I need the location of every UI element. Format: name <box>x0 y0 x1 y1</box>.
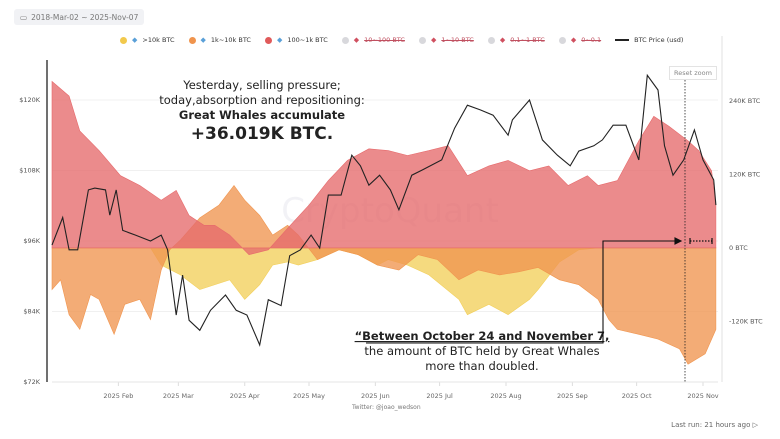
legend-item[interactable]: ◆ 1~10 BTC <box>418 36 474 44</box>
x-tick-label: 2025 Mar <box>163 392 194 400</box>
y-right-tick-label: 0 BTC <box>729 244 748 252</box>
x-tick-label: 2025 Jun <box>361 392 390 400</box>
headline-line-1: Yesterday, selling pressure; <box>182 78 341 92</box>
quote-line-1: the amount of BTC held by Great Whales <box>364 344 599 358</box>
legend-dot-icon <box>341 36 349 44</box>
quote-line-2: more than doubled. <box>425 359 538 373</box>
date-range-picker[interactable]: ▭ 2018-Mar-02 ~ 2025-Nov-07 <box>14 9 145 25</box>
legend-item[interactable]: ◆ 0.1~1 BTC <box>487 36 545 44</box>
x-tick-label: 2025 Sep <box>557 392 588 400</box>
annotation-arrow <box>366 237 683 344</box>
y-right-tick-label: 120K BTC <box>729 170 761 178</box>
line-icon <box>615 39 630 41</box>
octopus-icon: ◆ <box>499 36 506 44</box>
play-icon[interactable]: ▷ <box>752 421 758 429</box>
y-left-tick-label: $96K <box>23 237 40 245</box>
legend-dot-icon <box>188 36 196 44</box>
fish-icon: ◆ <box>353 36 360 44</box>
date-range-label: 2018-Mar-02 ~ 2025-Nov-07 <box>31 12 139 22</box>
btc-price-line <box>51 73 717 347</box>
legend-dot-icon <box>418 36 426 44</box>
annotation-headline: Yesterday, selling pressure; today,absor… <box>159 78 365 144</box>
last-run-text: Last run: 21 hours ago <box>671 421 751 429</box>
last-run: Last run: 21 hours ago ▷ <box>671 421 758 429</box>
legend-item[interactable]: ◆ 1k~10k BTC <box>188 36 251 44</box>
dolphin-icon: ◆ <box>276 36 283 44</box>
x-tick-label: 2025 Nov <box>687 392 718 400</box>
legend-item[interactable]: ◆ >10k BTC <box>120 36 175 44</box>
legend-item[interactable]: ◆ 10~100 BTC <box>341 36 405 44</box>
legend-label: 1~10 BTC <box>441 36 474 44</box>
credit-text: Twitter: @joao_wedson <box>352 404 421 411</box>
legend-label: 0~0.1 <box>581 36 602 44</box>
legend-dot-icon <box>487 36 495 44</box>
x-tick-label: 2025 May <box>293 392 325 400</box>
headline-line-2: today,absorption and repositioning: <box>159 93 365 107</box>
legend-label: >10k BTC <box>142 36 175 44</box>
y-left-tick-label: $108K <box>19 166 41 174</box>
headline-big: +36.019K BTC. <box>191 124 333 144</box>
legend-label: 100~1k BTC <box>287 36 328 44</box>
legend-dot-icon <box>264 36 272 44</box>
legend-label: BTC Price (usd) <box>634 36 684 44</box>
legend-item[interactable]: BTC Price (usd) <box>615 36 683 44</box>
x-tick-label: 2025 Aug <box>490 392 521 400</box>
legend-label: 10~100 BTC <box>364 36 405 44</box>
x-tick-label: 2025 Oct <box>622 392 652 400</box>
crab-icon: ◆ <box>430 36 437 44</box>
chart-legend: ◆ >10k BTC ◆ 1k~10k BTC ◆ 100~1k BTC ◆ 10~100 B… <box>120 36 683 44</box>
x-tick-label: 2025 Apr <box>230 392 260 400</box>
legend-item[interactable]: ◆ 100~1k BTC <box>264 36 328 44</box>
shark-icon: ◆ <box>200 36 206 44</box>
period-bracket <box>689 238 713 244</box>
legend-dot-icon <box>558 36 566 44</box>
legend-label: 1k~10k BTC <box>210 36 251 44</box>
x-tick-label: 2025 Feb <box>103 392 133 400</box>
x-tick-label: 2025 Jul <box>426 392 453 400</box>
headline-bold: Great Whales accumulate <box>179 108 345 122</box>
calendar-icon: ▭ <box>20 12 28 22</box>
shrimp-icon: ◆ <box>570 36 577 44</box>
whale-icon: ◆ <box>132 36 138 44</box>
annotation-quote: “Between October 24 and November 7, the … <box>355 329 610 373</box>
reset-zoom-button[interactable]: Reset zoom <box>669 66 717 80</box>
legend-label: 0.1~1 BTC <box>510 36 545 44</box>
y-right-tick-label: 240K BTC <box>729 97 761 105</box>
y-right-tick-label: -120K BTC <box>729 317 763 325</box>
quote-bold: “Between October 24 and November 7, <box>355 329 610 343</box>
legend-item[interactable]: ◆ 0~0.1 <box>558 36 602 44</box>
area-series-100-1k-btc <box>51 80 717 256</box>
y-left-tick-label: $120K <box>19 96 41 104</box>
y-left-tick-label: $84K <box>23 307 40 315</box>
y-left-tick-label: $72K <box>23 378 40 386</box>
legend-dot-icon <box>120 36 127 44</box>
